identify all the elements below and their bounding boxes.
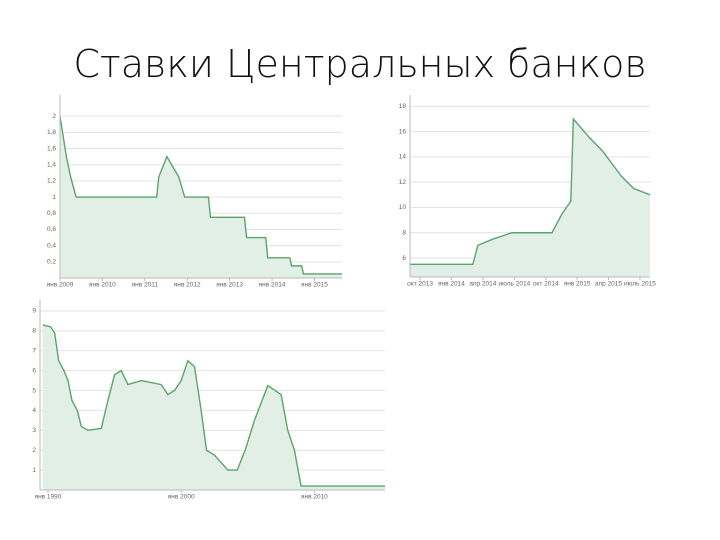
y-tick-label: 2 — [52, 113, 56, 120]
y-tick-label: 0,6 — [47, 226, 56, 233]
slide-title: Ставки Центральных банков — [73, 42, 647, 86]
x-tick-label: янв 2014 — [259, 282, 286, 289]
x-tick-label: апр 2014 — [469, 281, 496, 288]
data-line — [42, 324, 385, 487]
y-tick-label: 7 — [32, 347, 36, 354]
y-tick-label: 12 — [399, 179, 407, 186]
y-tick-label: 8 — [32, 328, 36, 335]
y-tick-label: 14 — [399, 154, 407, 161]
area-fill — [42, 324, 385, 490]
x-tick-label: янв 2000 — [168, 494, 195, 501]
x-tick-label: янв 2010 — [301, 494, 328, 501]
x-tick-label: янв 2009 — [47, 282, 74, 289]
y-tick-label: 6 — [32, 367, 36, 374]
area-fill — [410, 118, 650, 277]
x-tick-label: окт 2014 — [533, 281, 559, 288]
y-tick-label: 1 — [52, 194, 56, 201]
x-tick-label: янв 2012 — [174, 282, 201, 289]
y-tick-label: 10 — [399, 204, 407, 211]
x-tick-label: апр 2015 — [595, 281, 622, 288]
data-line — [410, 117, 651, 266]
x-tick-label: янв 1990 — [35, 494, 62, 501]
y-tick-label: 3 — [32, 427, 36, 434]
y-tick-label: 1 — [32, 467, 36, 474]
x-tick-label: янв 2011 — [132, 282, 159, 289]
y-tick-label: 1,8 — [47, 129, 56, 136]
x-tick-label: янв 2013 — [216, 282, 243, 289]
y-tick-label: 1,4 — [47, 161, 56, 168]
y-tick-label: 0,8 — [47, 210, 56, 217]
x-tick-label: янв 2015 — [564, 281, 591, 288]
x-tick-label: окт 2013 — [407, 281, 433, 288]
y-tick-label: 4 — [32, 407, 36, 414]
y-tick-label: 8 — [402, 229, 406, 236]
data-line — [59, 116, 342, 275]
y-tick-label: 1,6 — [47, 145, 56, 152]
y-tick-label: 2 — [32, 447, 36, 454]
y-tick-label: 5 — [32, 387, 36, 394]
y-tick-label: 18 — [399, 103, 407, 110]
x-tick-label: янв 2015 — [301, 282, 328, 289]
y-tick-label: 0,4 — [47, 242, 56, 249]
y-tick-label: 1,2 — [47, 178, 56, 185]
x-tick-label: июль 2014 — [498, 281, 530, 288]
y-tick-label: 6 — [402, 255, 406, 262]
y-tick-label: 9 — [32, 308, 36, 315]
y-tick-label: 16 — [399, 128, 407, 135]
x-tick-label: июль 2015 — [624, 281, 656, 288]
x-tick-label: янв 2010 — [89, 282, 116, 289]
x-tick-label: янв 2014 — [438, 281, 465, 288]
y-tick-label: 0,2 — [47, 259, 56, 266]
